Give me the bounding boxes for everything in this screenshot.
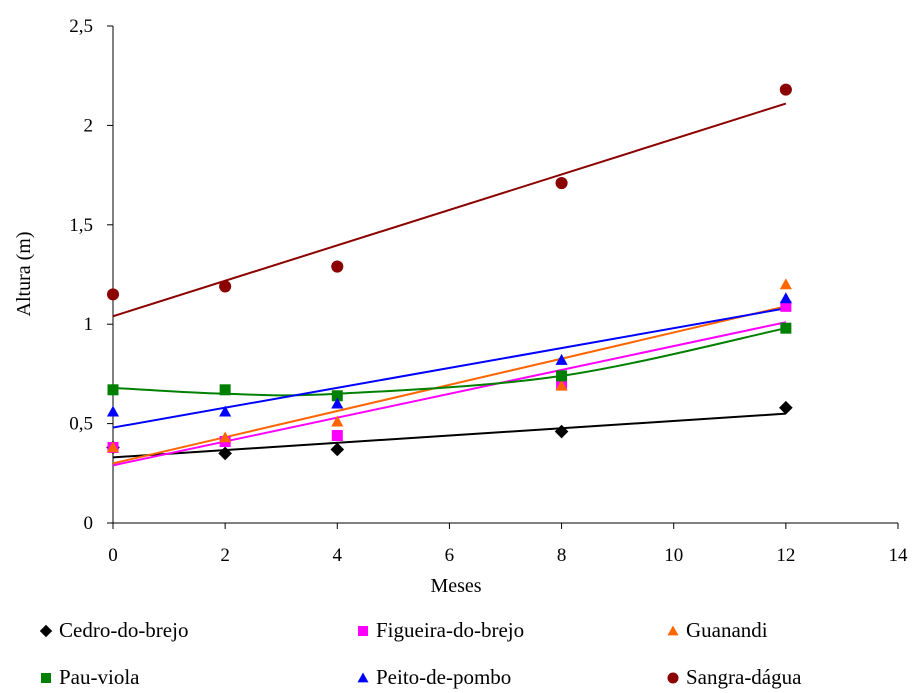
data-point-guanandi [779,278,792,290]
legend-label-cedro-do-brejo: Cedro-do-brejo [59,618,188,642]
trend-line-cedro-do-brejo [112,412,786,459]
trend-line-peito-de-pombo [112,307,787,429]
x-tick-label: 4 [333,545,343,566]
x-tick-label: 10 [664,545,683,566]
legend-marker-figueira-do-brejo [358,626,368,636]
data-point-sangra-d-gua [331,260,344,273]
x-tick-label: 2 [220,545,230,566]
legend-label-sangra-d-gua: Sangra-dágua [686,665,802,689]
data-point-cedro-do-brejo [779,400,793,415]
y-tick-label: 2 [84,115,94,136]
data-point-pau-viola [556,370,568,382]
x-tick-label: 14 [889,545,909,566]
legend: Cedro-do-brejo Figueira-do-brejo Guanandi P… [39,618,802,689]
trend-line-sangra-d-gua [112,102,787,318]
legend-marker-sangra-d-gua [667,672,679,684]
legend-marker-peito-de-pombo [357,672,369,683]
data-point-guanandi [331,415,344,427]
data-point-guanandi [555,379,568,391]
data-point-peito-de-pombo [779,292,792,304]
data-point-figueira-do-brejo [780,300,792,312]
legend-marker-cedro-do-brejo [39,624,53,638]
data-points [106,83,793,461]
legend-label-peito-de-pombo: Peito-de-pombo [376,665,511,689]
data-point-figueira-do-brejo [331,430,343,442]
legend-label-pau-viola: Pau-viola [59,665,140,689]
y-tick-label: 1,5 [69,215,93,236]
axes: 0 0,5 1 1,5 2 2,5 0 2 4 6 8 10 12 14 [69,16,908,566]
data-point-cedro-do-brejo [554,424,569,439]
x-tick-label: 0 [108,545,118,566]
data-point-peito-de-pombo [219,405,232,417]
legend-marker-pau-viola [41,673,51,683]
x-axis-title: Meses [430,575,481,597]
data-point-sangra-d-gua [219,280,232,293]
y-tick-label: 0 [84,513,94,534]
legend-marker-guanandi [667,625,679,636]
trend-lines [112,102,787,467]
data-point-pau-viola [780,322,792,334]
y-tick-label: 0,5 [69,414,93,435]
data-point-sangra-d-gua [106,288,120,301]
data-point-sangra-d-gua [779,83,792,96]
data-point-cedro-do-brejo [218,446,232,461]
data-point-pau-viola [331,390,343,402]
y-axis-title: Altura (m) [13,232,35,317]
x-tick-label: 12 [776,545,795,566]
x-tick-label: 6 [445,545,455,566]
legend-label-guanandi: Guanandi [686,618,768,642]
trend-line-guanandi [112,305,787,465]
data-point-cedro-do-brejo [330,442,345,457]
trend-line-pau-viola [112,327,787,397]
data-point-pau-viola [107,384,119,396]
y-tick-label: 1 [84,314,94,335]
data-point-sangra-d-gua [555,177,568,190]
x-tick-label: 8 [557,545,567,566]
legend-label-figueira-do-brejo: Figueira-do-brejo [376,618,524,642]
data-point-peito-de-pombo [331,397,344,409]
data-point-peito-de-pombo [555,353,568,365]
data-point-guanandi [219,431,232,443]
data-point-peito-de-pombo [106,405,120,417]
data-point-guanandi [106,441,120,453]
y-tick-label: 2,5 [69,16,93,37]
data-point-pau-viola [219,384,231,396]
